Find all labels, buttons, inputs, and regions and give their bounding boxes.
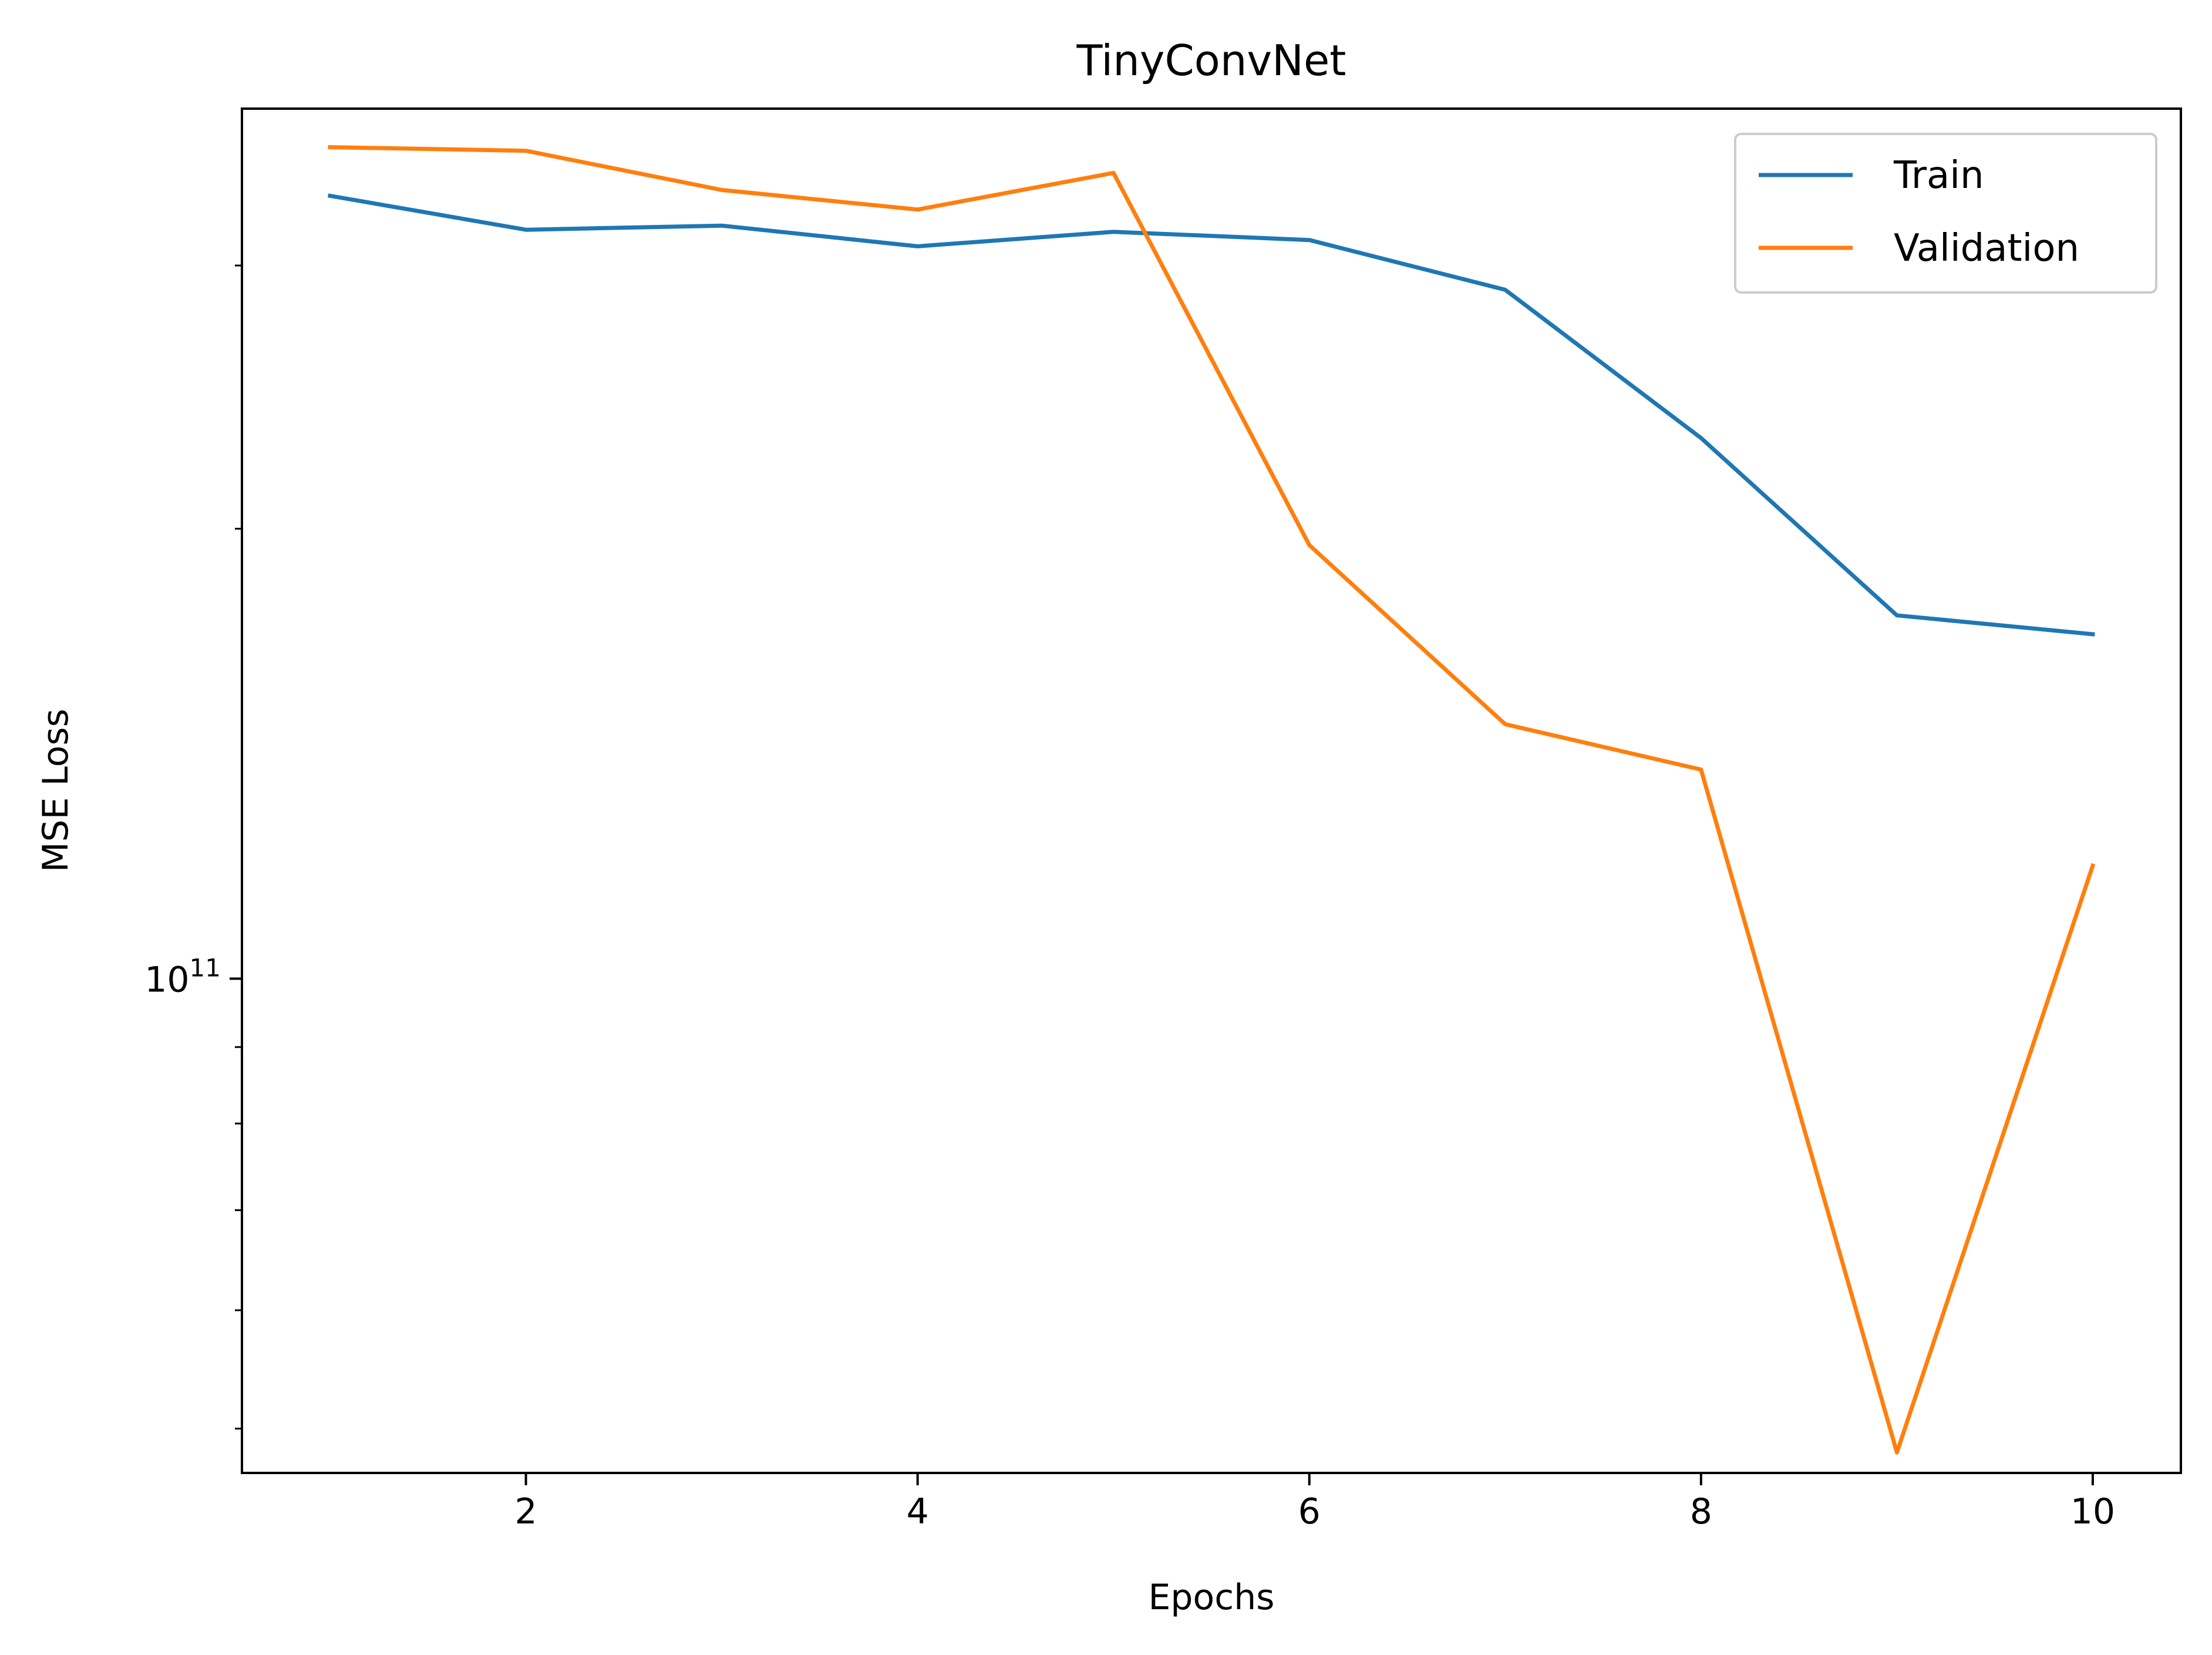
y-axis-label: MSE Loss <box>35 709 76 872</box>
legend-label-train: Train <box>1893 154 1984 197</box>
x-tick-label: 6 <box>1298 1491 1321 1532</box>
x-tick-label: 4 <box>907 1491 929 1532</box>
x-tick-label: 2 <box>515 1491 537 1532</box>
x-axis: 2 4 6 8 10 <box>515 1473 2115 1532</box>
y-tick-base: 10 <box>144 959 189 1000</box>
series-layer <box>328 145 2096 1455</box>
series-line-train <box>328 193 2095 637</box>
x-tick-label: 10 <box>2070 1491 2115 1532</box>
plot-frame <box>241 107 2182 1474</box>
legend: Train Validation <box>1734 133 2157 294</box>
x-axis-label: Epochs <box>1149 1577 1275 1618</box>
series-line-validation <box>328 145 2096 1455</box>
chart-title: TinyConvNet <box>1076 36 1346 85</box>
y-tick-label: 1011 <box>144 953 221 1000</box>
y-axis: 1011 <box>144 264 242 1430</box>
x-tick-label: 8 <box>1690 1491 1712 1532</box>
y-tick-exponent: 11 <box>190 953 221 982</box>
legend-label-validation: Validation <box>1894 227 2079 270</box>
